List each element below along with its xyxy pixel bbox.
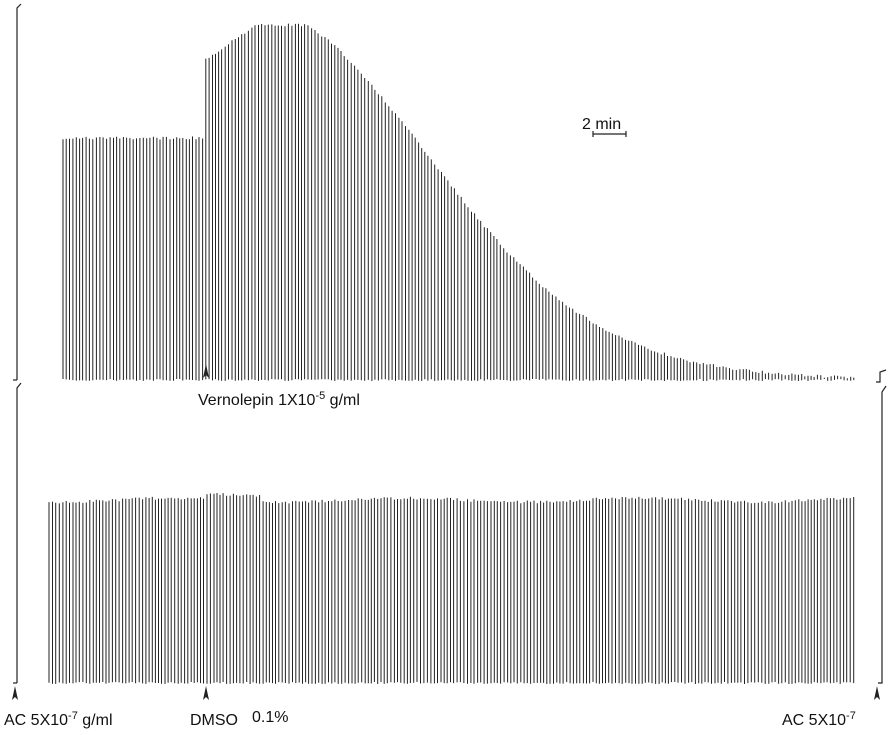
arrow [203,686,209,700]
bracket [17,4,21,380]
label-exp: -7 [846,710,856,722]
treatment-label: Vernolepin 1X10-5 g/ml [198,390,360,409]
top-trace [63,24,854,381]
end-label: AC 5X10-7 [782,710,856,729]
label-part: AC 5X10 [782,712,846,729]
label-exp: -5 [315,390,325,402]
label-part: AC 5X10 [4,712,68,729]
label-part: g/ml [325,392,360,409]
scale-label: 2 min [582,116,621,133]
start-label: AC 5X10-7 g/ml [4,710,113,729]
bottom-trace [49,493,854,684]
label-part: g/ml [78,712,113,729]
bracket [878,386,886,683]
page: {"scale_bar": {"label": "2 min"}, "top_t… [0,0,889,735]
vehicle-label: DMSO [190,712,238,729]
vehicle-conc: 0.1% [252,709,288,726]
arrow [874,686,880,700]
label-part: Vernolepin 1X10 [198,392,316,409]
bracket [17,383,21,683]
bracket [876,370,886,382]
label-exp: -7 [68,710,78,722]
figure: 2 min Vernolepin 1X10-5 g/ml AC 5X10-7 g… [0,0,889,735]
arrow [12,686,18,700]
